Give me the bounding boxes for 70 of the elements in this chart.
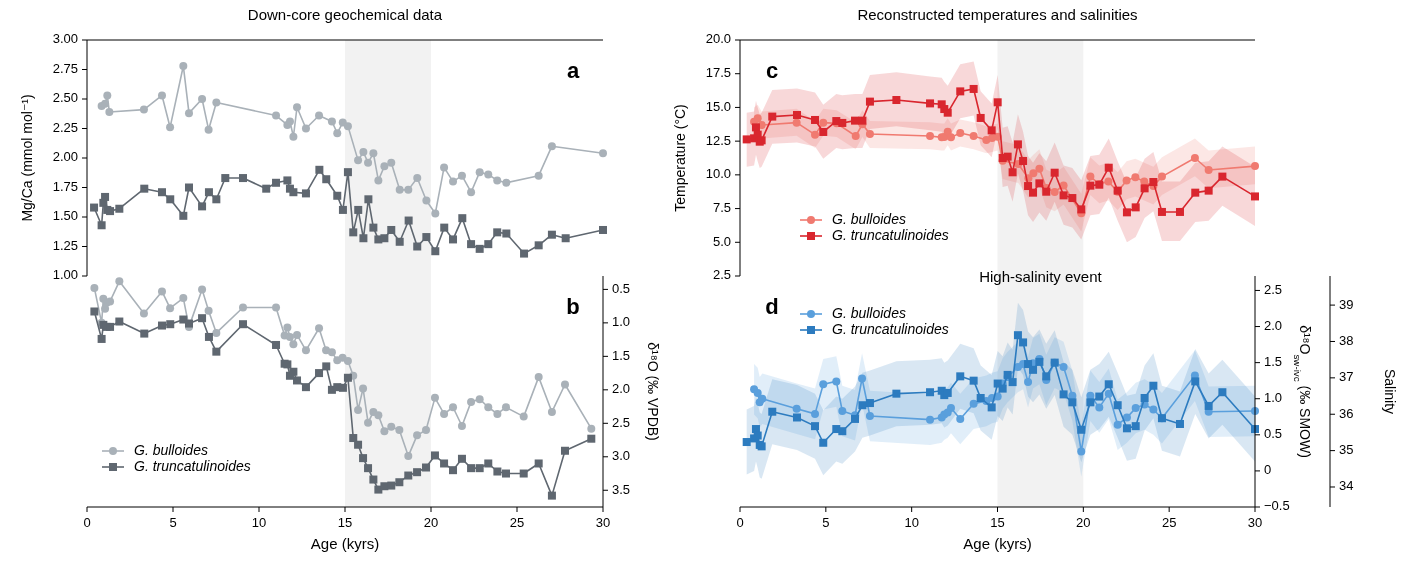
x-tick-label: 0 bbox=[83, 515, 91, 530]
y-tick-label: 1.0 bbox=[612, 314, 631, 330]
y-tick-label: 1.50 bbox=[52, 208, 78, 224]
y2-tick-label: 34 bbox=[1339, 478, 1354, 494]
legend-label: G. truncatulinoides bbox=[832, 226, 949, 243]
x-tick-label: 10 bbox=[904, 515, 919, 530]
y2-tick-label: 36 bbox=[1339, 405, 1354, 421]
y-tick-label: 2.00 bbox=[52, 149, 78, 165]
y-tick-label: 1.5 bbox=[1264, 354, 1283, 370]
y-tick-label: 2.5 bbox=[612, 414, 631, 430]
x-tick-label: 15 bbox=[337, 515, 353, 530]
y-axis-title: δ¹⁸O (‰ VPDB) bbox=[645, 342, 661, 441]
x-tick-label: 5 bbox=[822, 515, 830, 530]
y-tick-label: 0.5 bbox=[612, 280, 631, 296]
y-tick-label: 2.25 bbox=[52, 119, 78, 135]
y-tick-label: 1.5 bbox=[612, 347, 631, 363]
y2-tick-label: 35 bbox=[1339, 442, 1354, 458]
y-tick-label: 1.00 bbox=[52, 267, 78, 283]
x-tick-label: 25 bbox=[1161, 515, 1177, 530]
y-tick-label: 1.75 bbox=[52, 178, 78, 194]
annotation: b bbox=[566, 294, 580, 319]
y2-tick-label: 39 bbox=[1339, 296, 1354, 312]
y2-tick-label: 38 bbox=[1339, 332, 1354, 348]
x-tick-label: 30 bbox=[595, 515, 611, 530]
y-tick-label: 0 bbox=[1264, 462, 1272, 478]
y-tick-label: 1.25 bbox=[52, 237, 78, 253]
x-tick-label: 15 bbox=[990, 515, 1005, 530]
legend-label: G. bulloides bbox=[832, 210, 906, 227]
y-tick-label: 20.0 bbox=[705, 31, 731, 47]
y-tick-label: 3.5 bbox=[612, 481, 631, 497]
y-tick-label: 2.5 bbox=[712, 267, 731, 283]
band-label: High-salinity event bbox=[979, 267, 1103, 285]
y-tick-label: 12.5 bbox=[705, 132, 731, 148]
annotation: a bbox=[566, 58, 580, 83]
x-tick-label: 30 bbox=[1247, 515, 1263, 530]
y-tick-label: 10.0 bbox=[705, 166, 731, 182]
y-tick-label: 1.0 bbox=[1264, 390, 1283, 406]
y-axis-title: Temperature (°C) bbox=[672, 104, 688, 212]
y-axis-title: Mg/Ca (mmol mol⁻¹) bbox=[19, 94, 35, 222]
y2-axis-title: Salinity bbox=[1382, 368, 1398, 415]
y-tick-label: 7.5 bbox=[712, 200, 731, 216]
y-tick-label: 0.5 bbox=[1264, 426, 1283, 442]
annotation: d bbox=[765, 294, 779, 319]
y-tick-label: 2.50 bbox=[52, 90, 78, 106]
y-tick-label: 2.0 bbox=[612, 381, 631, 397]
x-tick-label: 10 bbox=[251, 515, 267, 530]
y2-tick-label: 37 bbox=[1339, 369, 1354, 385]
x-tick-label: 25 bbox=[509, 515, 525, 530]
x-tick-label: 5 bbox=[169, 515, 177, 530]
legend-label: G. bulloides bbox=[832, 304, 906, 321]
legend-label: G. bulloides bbox=[134, 441, 208, 458]
legend-label: G. truncatulinoides bbox=[832, 320, 949, 337]
x-tick-label: 20 bbox=[423, 515, 439, 530]
annotation: c bbox=[765, 58, 779, 83]
chart-title: Reconstructed temperatures and salinities bbox=[857, 6, 1138, 23]
x-tick-label: 0 bbox=[736, 515, 744, 530]
chart-title: Down-core geochemical data bbox=[247, 6, 443, 23]
y-tick-label: 2.0 bbox=[1264, 317, 1283, 333]
x-axis-title: Age (kyrs) bbox=[963, 535, 1032, 552]
x-tick-label: 20 bbox=[1076, 515, 1091, 530]
y-tick-label: 15.0 bbox=[705, 98, 731, 114]
y-tick-label: 2.5 bbox=[1264, 281, 1283, 297]
x-axis-title: Age (kyrs) bbox=[310, 535, 380, 552]
legend-label: G. truncatulinoides bbox=[134, 457, 251, 474]
y-tick-label: 2.75 bbox=[52, 60, 78, 76]
y-tick-label: 3.00 bbox=[52, 31, 78, 47]
y-tick-label: 3.0 bbox=[612, 448, 631, 464]
y-tick-label: 17.5 bbox=[705, 65, 731, 81]
y-tick-label: 5.0 bbox=[712, 233, 731, 249]
y-tick-label: −0.5 bbox=[1264, 498, 1290, 514]
